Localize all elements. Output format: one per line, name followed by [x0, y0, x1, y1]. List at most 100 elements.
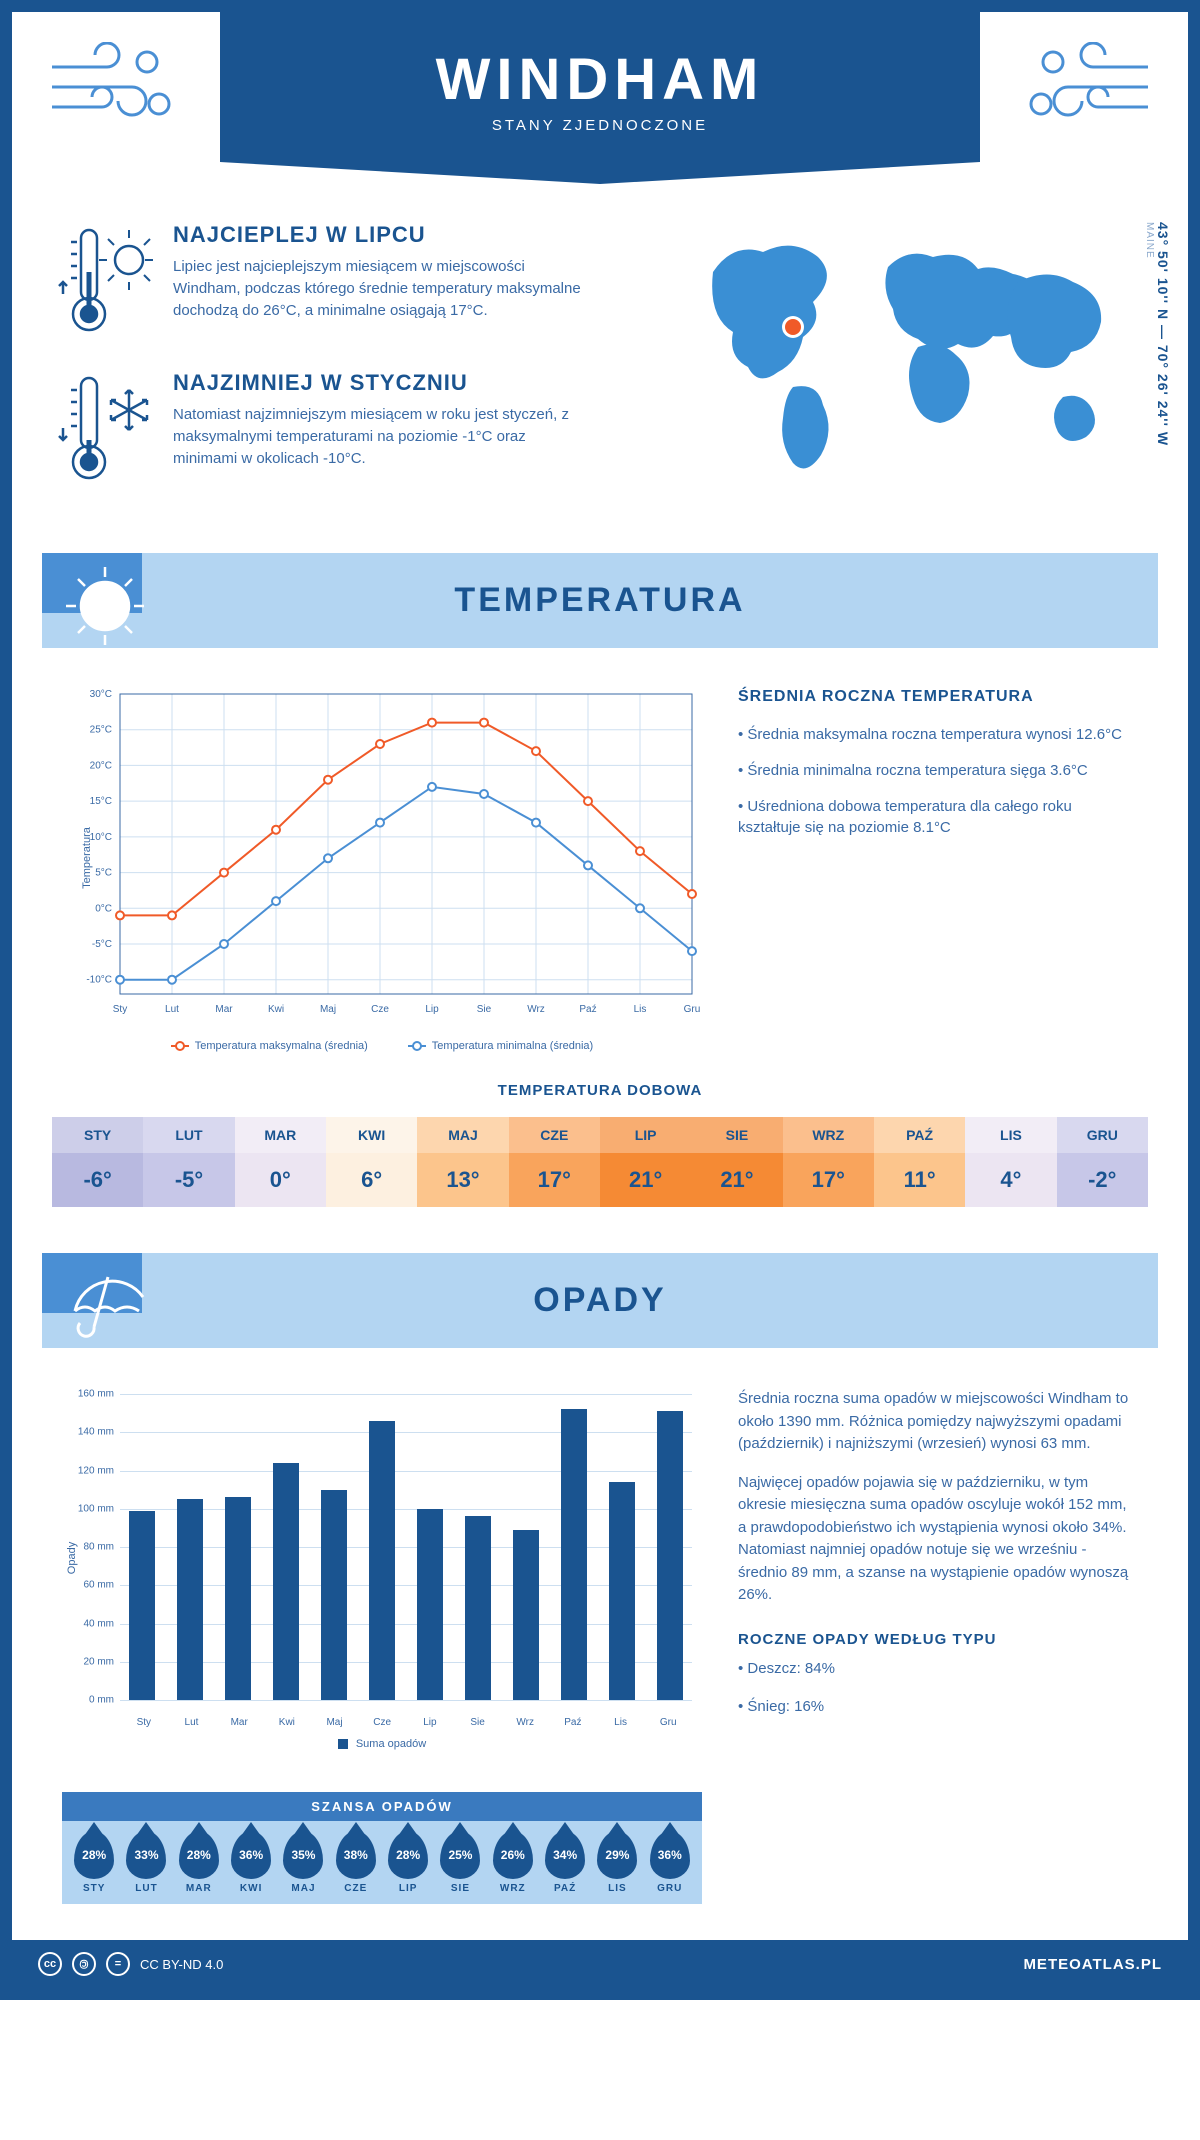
- daily-temp-table: STY-6°LUT-5°MAR0°KWI6°MAJ13°CZE17°LIP21°…: [52, 1117, 1148, 1207]
- legend-label: Suma opadów: [356, 1738, 426, 1750]
- wind-icon: [1023, 42, 1153, 137]
- daily-cell: WRZ17°: [783, 1117, 874, 1207]
- coordinates: 43° 50' 10'' N — 70° 26' 24'' W: [1155, 222, 1171, 446]
- site-name: METEOATLAS.PL: [1023, 1956, 1162, 1973]
- highlight-title: NAJZIMNIEJ W STYCZNIU: [173, 370, 585, 396]
- sun-icon: [60, 561, 150, 656]
- precip-type-line: • Śnieg: 16%: [738, 1696, 1138, 1719]
- chance-cell: 36%GRU: [644, 1831, 696, 1894]
- precip-bar-chart: Opady 0 mm20 mm40 mm60 mm80 mm100 mm120 …: [62, 1388, 702, 1728]
- y-axis-label: Temperatura: [81, 827, 93, 889]
- svg-text:Gru: Gru: [684, 1004, 701, 1015]
- thermometer-hot-icon: [57, 222, 157, 342]
- intro-section: NAJCIEPLEJ W LIPCU Lipiec jest najcieple…: [12, 202, 1188, 553]
- svg-text:Sie: Sie: [477, 1004, 492, 1015]
- thermometer-cold-icon: [57, 370, 157, 490]
- chance-cell: 28%STY: [68, 1831, 120, 1894]
- legend-label: Temperatura maksymalna (średnia): [195, 1040, 368, 1052]
- chance-cell: 38%CZE: [330, 1831, 382, 1894]
- chance-cell: 26%WRZ: [487, 1831, 539, 1894]
- svg-text:Sty: Sty: [113, 1004, 127, 1015]
- chance-cell: 33%LUT: [120, 1831, 172, 1894]
- temperature-body: Temperatura -10°C-5°C0°C5°C10°C15°C20°C2…: [12, 648, 1188, 1072]
- daily-cell: LUT-5°: [143, 1117, 234, 1207]
- temperature-header: TEMPERATURA: [42, 553, 1158, 648]
- chart-legend: Temperatura maksymalna (średnia) Tempera…: [62, 1040, 702, 1052]
- highlight-text: Natomiast najzimniejszym miesiącem w rok…: [173, 404, 585, 469]
- precip-text: Średnia roczna suma opadów w miejscowośc…: [738, 1388, 1138, 1456]
- stats-title: ŚREDNIA ROCZNA TEMPERATURA: [738, 688, 1138, 706]
- daily-cell: MAR0°: [235, 1117, 326, 1207]
- svg-text:Paź: Paź: [579, 1004, 596, 1015]
- daily-cell: LIP21°: [600, 1117, 691, 1207]
- highlight-coldest: NAJZIMNIEJ W STYCZNIU Natomiast najzimni…: [57, 370, 585, 490]
- svg-text:Kwi: Kwi: [268, 1004, 284, 1015]
- chance-cell: 36%KWI: [225, 1831, 277, 1894]
- svg-text:15°C: 15°C: [90, 796, 112, 807]
- chart-legend: Suma opadów: [62, 1738, 702, 1750]
- world-map-icon: [683, 222, 1143, 482]
- section-title: TEMPERATURA: [454, 581, 745, 620]
- highlights: NAJCIEPLEJ W LIPCU Lipiec jest najcieple…: [57, 222, 585, 518]
- precip-chance-block: SZANSA OPADÓW 28%STY33%LUT28%MAR36%KWI35…: [62, 1792, 702, 1904]
- stat-line: • Uśredniona dobowa temperatura dla całe…: [738, 796, 1138, 840]
- nd-icon: =: [106, 1952, 130, 1976]
- svg-text:-10°C: -10°C: [86, 975, 112, 986]
- precip-body: Opady 0 mm20 mm40 mm60 mm80 mm100 mm120 …: [12, 1348, 1188, 1770]
- svg-text:30°C: 30°C: [90, 689, 112, 700]
- chance-cell: 25%SIE: [434, 1831, 486, 1894]
- chance-cell: 35%MAJ: [277, 1831, 329, 1894]
- title-ribbon: WINDHAM STANY ZJEDNOCZONE: [220, 12, 980, 162]
- svg-text:10°C: 10°C: [90, 832, 112, 843]
- license-block: cc 🄯 = CC BY-ND 4.0: [38, 1952, 223, 1976]
- highlight-warmest: NAJCIEPLEJ W LIPCU Lipiec jest najcieple…: [57, 222, 585, 342]
- svg-text:Lis: Lis: [634, 1004, 647, 1015]
- daily-cell: MAJ13°: [417, 1117, 508, 1207]
- precip-type-title: ROCZNE OPADY WEDŁUG TYPU: [738, 1631, 1138, 1648]
- footer: cc 🄯 = CC BY-ND 4.0 METEOATLAS.PL: [12, 1940, 1188, 1988]
- svg-text:-5°C: -5°C: [92, 939, 112, 950]
- chance-title: SZANSA OPADÓW: [62, 1792, 702, 1821]
- world-map-block: MAINE 43° 50' 10'' N — 70° 26' 24'' W: [615, 222, 1143, 518]
- wind-icon: [47, 42, 177, 137]
- precip-type-line: • Deszcz: 84%: [738, 1658, 1138, 1681]
- license-text: CC BY-ND 4.0: [140, 1957, 223, 1972]
- svg-text:Cze: Cze: [371, 1004, 389, 1015]
- daily-cell: GRU-2°: [1057, 1117, 1148, 1207]
- temperature-line-chart: Temperatura -10°C-5°C0°C5°C10°C15°C20°C2…: [62, 688, 702, 1028]
- precip-text: Najwięcej opadów pojawia się w październ…: [738, 1472, 1138, 1607]
- chance-cell: 29%LIS: [591, 1831, 643, 1894]
- chance-cell: 34%PAŹ: [539, 1831, 591, 1894]
- umbrella-icon: [60, 1261, 150, 1356]
- precip-stats: Średnia roczna suma opadów w miejscowośc…: [738, 1388, 1138, 1750]
- city-name: WINDHAM: [436, 46, 765, 113]
- highlight-title: NAJCIEPLEJ W LIPCU: [173, 222, 585, 248]
- stat-line: • Średnia maksymalna roczna temperatura …: [738, 724, 1138, 746]
- by-icon: 🄯: [72, 1952, 96, 1976]
- daily-cell: KWI6°: [326, 1117, 417, 1207]
- stat-line: • Średnia minimalna roczna temperatura s…: [738, 760, 1138, 782]
- svg-text:5°C: 5°C: [95, 868, 112, 879]
- daily-cell: LIS4°: [965, 1117, 1056, 1207]
- svg-text:Lut: Lut: [165, 1004, 179, 1015]
- legend-label: Temperatura minimalna (średnia): [432, 1040, 593, 1052]
- highlight-text: Lipiec jest najcieplejszym miesiącem w m…: [173, 256, 585, 321]
- daily-cell: STY-6°: [52, 1117, 143, 1207]
- svg-text:Mar: Mar: [215, 1004, 233, 1015]
- daily-temp-title: TEMPERATURA DOBOWA: [12, 1082, 1188, 1099]
- country-name: STANY ZJEDNOCZONE: [492, 117, 708, 134]
- chance-cell: 28%MAR: [173, 1831, 225, 1894]
- svg-text:Wrz: Wrz: [527, 1004, 545, 1015]
- infographic-page: WINDHAM STANY ZJEDNOCZONE NAJCIEPLEJ W L…: [0, 0, 1200, 2000]
- svg-text:25°C: 25°C: [90, 725, 112, 736]
- daily-cell: PAŹ11°: [874, 1117, 965, 1207]
- header: WINDHAM STANY ZJEDNOCZONE: [12, 12, 1188, 202]
- daily-cell: SIE21°: [691, 1117, 782, 1207]
- svg-text:Maj: Maj: [320, 1004, 336, 1015]
- precip-header: OPADY: [42, 1253, 1158, 1348]
- daily-cell: CZE17°: [509, 1117, 600, 1207]
- region-label: MAINE: [1144, 222, 1155, 259]
- chance-cell: 28%LIP: [382, 1831, 434, 1894]
- section-title: OPADY: [533, 1281, 666, 1320]
- svg-text:0°C: 0°C: [95, 903, 112, 914]
